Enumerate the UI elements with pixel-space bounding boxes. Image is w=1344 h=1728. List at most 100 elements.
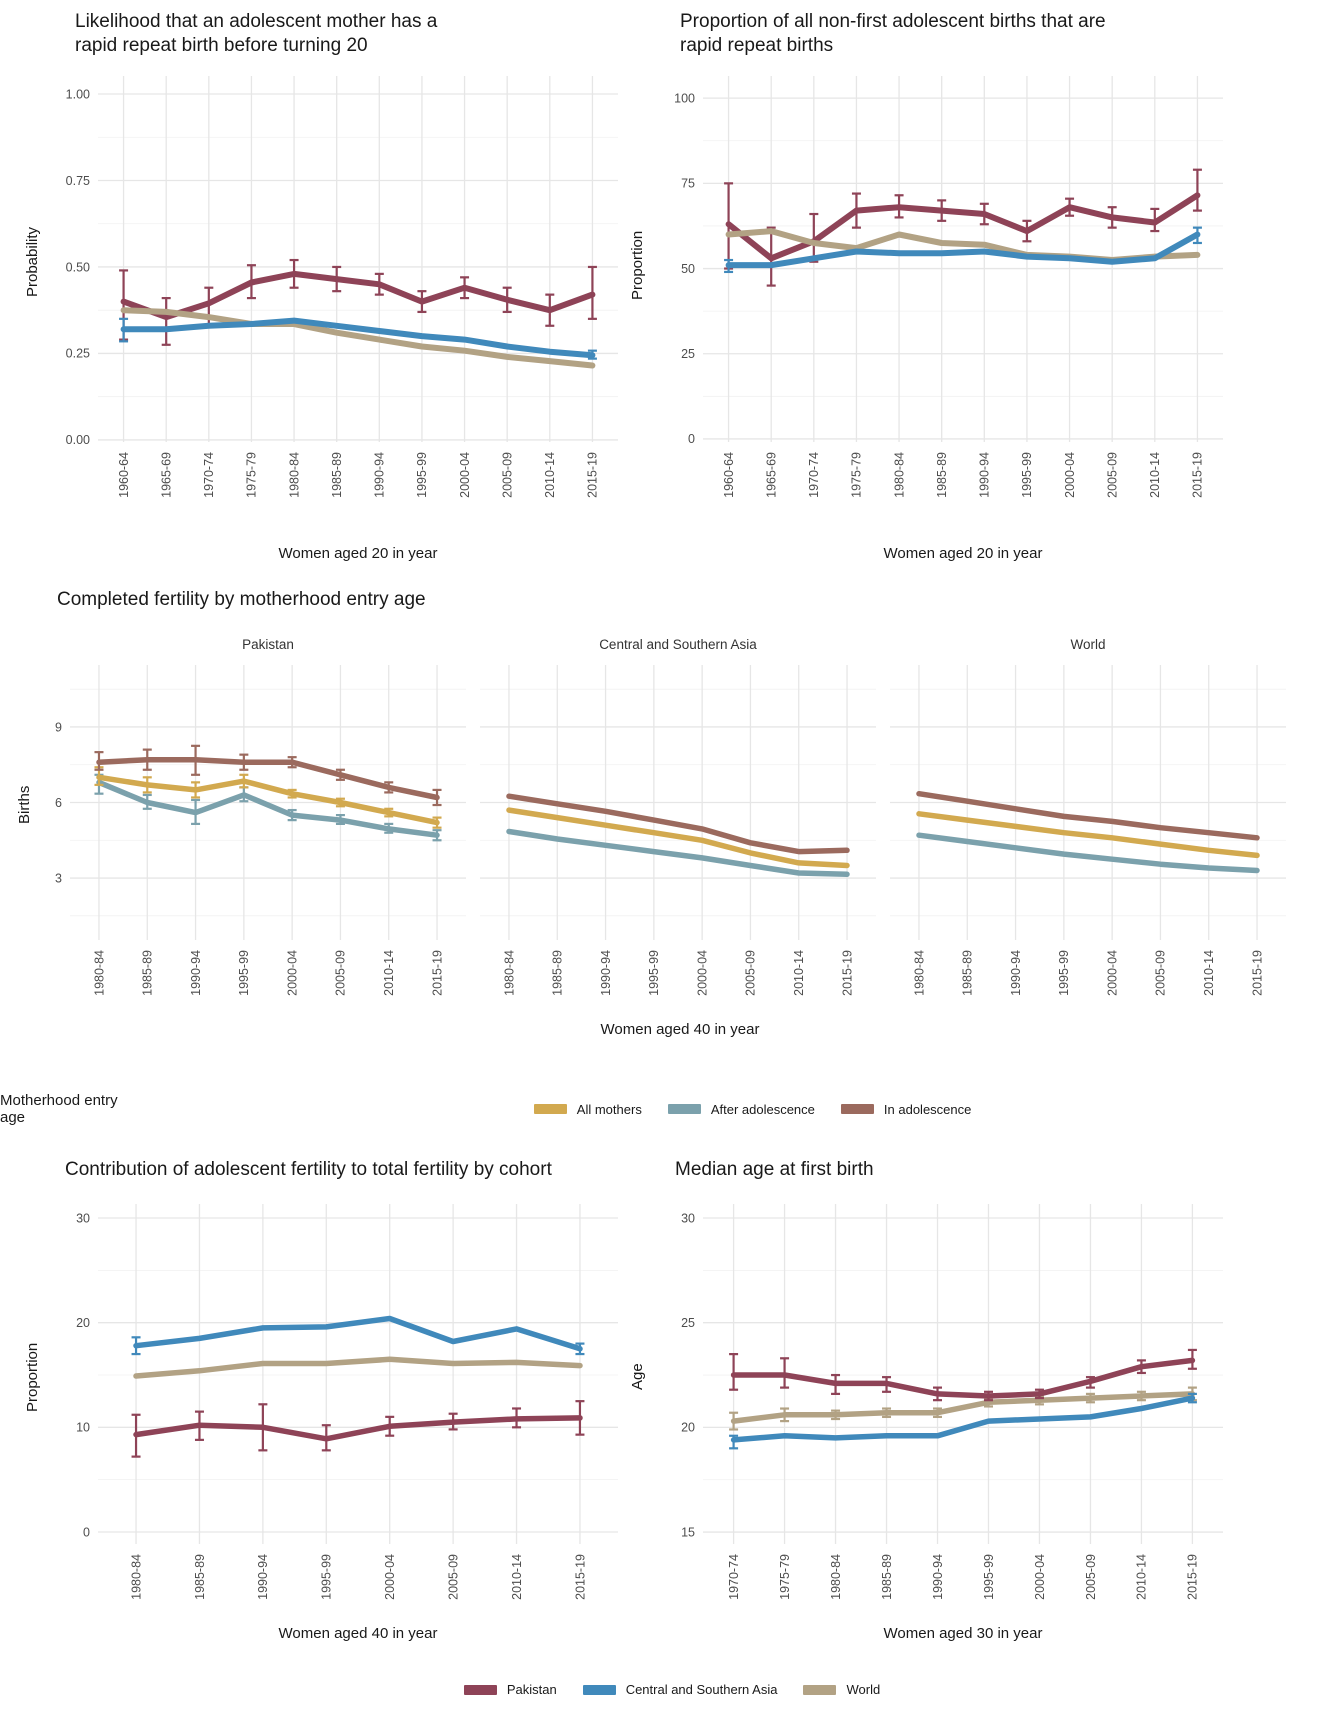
svg-text:1995-99: 1995-99 [237,950,251,996]
svg-text:1985-89: 1985-89 [330,452,344,498]
series-line-pakistan [730,1357,1196,1399]
series-errorbars-central-and-southern-asia [131,1336,585,1356]
svg-text:1975-79: 1975-79 [245,452,259,498]
svg-text:2015-19: 2015-19 [1191,452,1205,498]
svg-text:2000-04: 2000-04 [1033,1554,1047,1600]
svg-text:1995-99: 1995-99 [1057,950,1071,996]
svg-text:15: 15 [681,1525,695,1539]
x-tick-labels: 1970-74 1975-79 1980-84 1985-89 1990-94 1995-… [727,1554,1200,1600]
chart-title-rrb-likelihood: Likelihood that an adolescent mother has… [75,11,438,57]
svg-text:1.00: 1.00 [66,87,90,101]
legend-item-all-mothers: All mothers [533,1102,642,1117]
svg-text:1995-99: 1995-99 [415,452,429,498]
svg-text:1990-94: 1990-94 [256,1554,270,1600]
chart-title-adolescent-contribution: Contribution of adolescent fertility to … [65,1159,552,1180]
svg-text:1965-69: 1965-69 [159,452,173,498]
svg-text:1985-89: 1985-89 [880,1554,894,1600]
svg-text:2000-04: 2000-04 [1105,950,1119,996]
svg-text:2005-09: 2005-09 [1105,452,1119,498]
svg-text:2005-09: 2005-09 [446,1554,460,1600]
svg-text:25: 25 [681,1316,695,1330]
gridlines [98,76,618,442]
chart-median-age: 15 20 25 30 1970-74 1975-79 1980-84 1985-89 1990… [681,1204,1223,1642]
legend-item-in-adolescence: In adolescence [840,1101,972,1117]
svg-text:1960-64: 1960-64 [117,452,131,498]
legend-item-after-adolescence: After adolescence [667,1102,815,1117]
series-line-in-adolescence [96,756,440,801]
facet-label-pakistan: Pakistan [242,637,294,652]
svg-text:1980-84: 1980-84 [892,452,906,498]
series-errorbars-after-adolescence [94,773,442,842]
y-axis-label-births: Births [16,785,33,824]
gridlines [890,665,1286,940]
legend-swatch-pakistan [463,1684,497,1695]
region-legend: Pakistan Central and Southern Asia World [0,1682,1344,1697]
series-line-all-mothers [506,807,850,869]
x-axis-label: Women aged 20 in year [279,545,438,562]
x-axis-label: Women aged 40 in year [279,1625,438,1642]
svg-text:6: 6 [55,796,62,810]
facet-label-world: World [1070,637,1105,652]
series-errorbars-in-adolescence [94,744,442,807]
series-errorbars-central-and-southern-asia [724,226,1202,274]
series-line-after-adolescence [96,779,440,838]
svg-text:100: 100 [674,91,695,105]
svg-text:1990-94: 1990-94 [373,452,387,498]
series-line-pakistan [120,270,596,321]
series-line-world [730,1391,1196,1424]
series-errorbars-pakistan [724,168,1202,287]
legend-label-in-adolescence: In adolescence [883,1101,972,1117]
svg-text:30: 30 [76,1211,90,1225]
svg-text:0.75: 0.75 [66,174,90,188]
legend-item-central-and-southern-asia: Central and Southern Asia [582,1682,778,1697]
svg-text:50: 50 [681,262,695,276]
chart-title-rrb-proportion: Proportion of all non-first adolescent b… [680,11,1106,57]
series-line-central-and-southern-asia [133,1315,583,1352]
svg-text:2010-14: 2010-14 [1135,1554,1149,1600]
x-tick-labels: 1960-64 1965-69 1970-74 1975-79 1980-84 1985-… [722,452,1205,498]
svg-text:1990-94: 1990-94 [931,1554,945,1600]
svg-text:0.00: 0.00 [66,433,90,447]
y-axis-label-proportion-bottom: Proportion [24,1342,41,1412]
series-line-after-adolescence [506,828,850,878]
legend-swatch-in-adolescence [840,1104,874,1114]
gridlines [480,665,876,940]
svg-text:1985-89: 1985-89 [551,950,565,996]
svg-text:2010-14: 2010-14 [510,1554,524,1600]
y-tick-labels: 3 6 9 [55,720,62,885]
svg-text:0.25: 0.25 [66,347,90,361]
svg-text:2005-09: 2005-09 [744,950,758,996]
svg-text:1995-99: 1995-99 [1020,452,1034,498]
svg-text:10: 10 [76,1421,90,1435]
legend-swatch-after-adolescence [667,1104,701,1114]
svg-text:1990-94: 1990-94 [1009,950,1023,996]
svg-text:1985-89: 1985-89 [935,452,949,498]
x-axis-label: Women aged 20 in year [884,545,1043,562]
svg-text:2010-14: 2010-14 [543,452,557,498]
series-line-central-and-southern-asia [725,231,1201,269]
y-tick-labels: 0 10 20 30 [76,1211,90,1539]
x-axis-label: Women aged 40 in year [601,1021,760,1038]
svg-text:1980-84: 1980-84 [912,950,926,996]
x-tick-labels: 1980-84 1985-89 1990-94 1995-99 2000-04 2005-… [502,950,854,996]
chart-adolescent-contribution: 0 10 20 30 1980-84 1985-89 1990-94 1995-99 2000-… [76,1204,618,1642]
chart-rrb-likelihood: 0.00 0.25 0.50 0.75 1.00 1960-64 1965-69 1970-7… [66,76,618,562]
legend-label-pakistan: Pakistan [506,1682,557,1697]
svg-text:0: 0 [83,1525,90,1539]
svg-text:2000-04: 2000-04 [383,1554,397,1600]
svg-text:1985-89: 1985-89 [193,1554,207,1600]
series-errorbars-pakistan [119,258,597,346]
svg-text:20: 20 [681,1421,695,1435]
svg-text:2015-19: 2015-19 [586,452,600,498]
svg-text:2015-19: 2015-19 [1250,950,1264,996]
svg-text:1990-94: 1990-94 [599,950,613,996]
legend-item-world: World [803,1682,880,1697]
svg-text:2010-14: 2010-14 [382,950,396,996]
legend-label-central-and-southern-asia: Central and Southern Asia [625,1682,778,1697]
svg-text:3: 3 [55,871,62,885]
series-line-all-mothers [916,811,1260,859]
motherhood-entry-age-legend: Motherhood entry age All mothers After ad… [0,1092,1344,1126]
svg-text:2005-09: 2005-09 [500,452,514,498]
